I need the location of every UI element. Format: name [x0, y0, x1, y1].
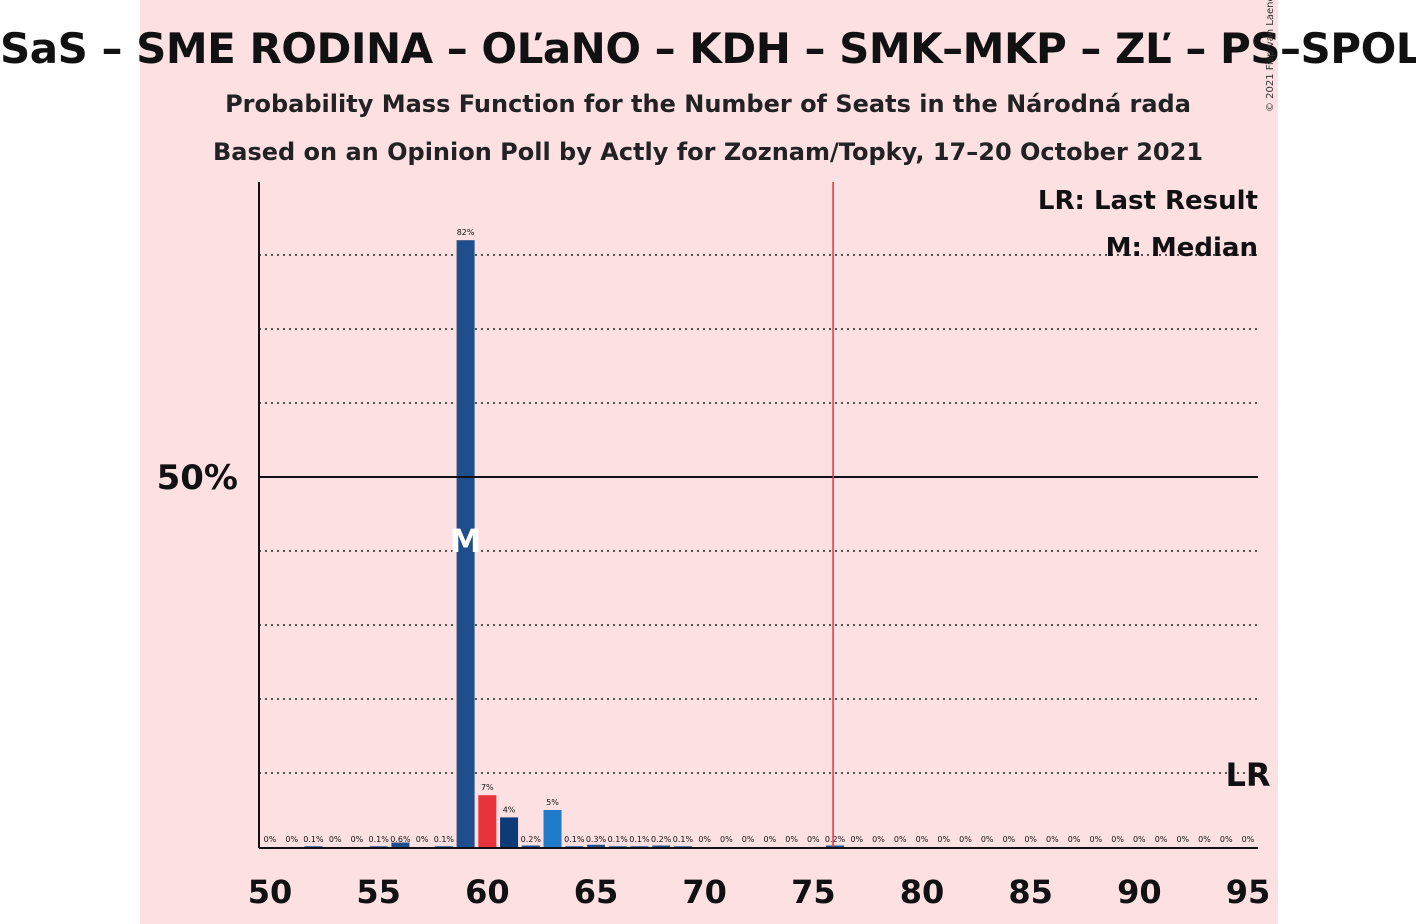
- copyright-notice: © 2021 Filip van Laenen: [1265, 0, 1276, 112]
- bar-seat-55: [369, 846, 388, 847]
- chart-title: SaS – SME RODINA – OĽaNO – KDH – SMK–MKP…: [0, 24, 1416, 73]
- bar-label-seat-62: 0.2%: [521, 835, 542, 844]
- bar-label-seat-68: 0.2%: [651, 835, 672, 844]
- bar-label-seat-70: 0%: [698, 835, 711, 844]
- y-tick-label-50: 50%: [157, 458, 238, 498]
- bar-seat-58: [434, 846, 453, 847]
- bar-label-seat-95: 0%: [1242, 835, 1255, 844]
- gridlines: [259, 254, 1258, 774]
- bar-labels: 0% 0% 0.1% 0% 0% 0.1% 0.6% 0% 0.1%82%7%4%0.2%5%0…: [264, 228, 1255, 844]
- x-tick-label-80: 80: [900, 873, 945, 911]
- bar-seat-56: [391, 842, 410, 847]
- bar-label-seat-71: 0%: [720, 835, 733, 844]
- bar-label-seat-63: 5%: [546, 798, 559, 807]
- x-tick-label-55: 55: [356, 873, 401, 911]
- bar-seat-67: [630, 846, 649, 847]
- x-tick-label-65: 65: [574, 873, 619, 911]
- bar-label-seat-55: 0.1%: [369, 835, 390, 844]
- bar-label-seat-56: 0.6%: [390, 835, 411, 844]
- bar-label-seat-74: 0%: [785, 835, 798, 844]
- bar-seat-62: [521, 845, 540, 847]
- x-tick-label-85: 85: [1008, 873, 1053, 911]
- median-marker: M: [450, 522, 482, 560]
- bar-label-seat-59: 82%: [457, 228, 475, 237]
- legend-median: M: Median: [1105, 233, 1258, 263]
- bar-label-seat-84: 0%: [1003, 835, 1016, 844]
- bar-label-seat-93: 0%: [1198, 835, 1211, 844]
- bar-label-seat-85: 0%: [1024, 835, 1037, 844]
- bar-label-seat-86: 0%: [1046, 835, 1059, 844]
- bar-seat-52: [304, 846, 323, 847]
- background-band: [140, 0, 1278, 924]
- axes: 50%: [157, 182, 1258, 849]
- bar-seat-68: [652, 845, 671, 847]
- bar-label-seat-52: 0.1%: [303, 835, 324, 844]
- bar-label-seat-88: 0%: [1090, 835, 1103, 844]
- bar-seat-64: [565, 846, 584, 847]
- bar-label-seat-53: 0%: [329, 835, 342, 844]
- bar-label-seat-69: 0.1%: [673, 835, 694, 844]
- chart-subtitle: Probability Mass Function for the Number…: [225, 90, 1191, 118]
- bar-label-seat-67: 0.1%: [629, 835, 650, 844]
- x-tick-label-95: 95: [1226, 873, 1271, 911]
- bar-label-seat-81: 0%: [937, 835, 950, 844]
- bar-label-seat-64: 0.1%: [564, 835, 585, 844]
- bar-label-seat-73: 0%: [764, 835, 777, 844]
- x-tick-label-70: 70: [682, 873, 727, 911]
- bar-label-seat-51: 0%: [285, 835, 298, 844]
- bar-label-seat-66: 0.1%: [608, 835, 629, 844]
- bar-label-seat-57: 0%: [416, 835, 429, 844]
- bar-label-seat-50: 0%: [264, 835, 277, 844]
- bar-label-seat-72: 0%: [742, 835, 755, 844]
- bar-seat-66: [608, 846, 627, 847]
- bar-label-seat-75: 0%: [807, 835, 820, 844]
- bar-seat-63: [543, 810, 562, 847]
- markers: M LR: [450, 182, 1271, 847]
- last-result-marker: LR: [1225, 756, 1270, 794]
- x-tick-labels: 50 55 60 65 70 75 80 85 90 95: [248, 873, 1271, 911]
- bar-label-seat-61: 4%: [503, 805, 516, 814]
- bar-label-seat-58: 0.1%: [434, 835, 455, 844]
- bar-label-seat-76: 0.2%: [825, 835, 846, 844]
- bar-label-seat-92: 0%: [1176, 835, 1189, 844]
- bar-seat-61: [500, 817, 519, 847]
- legend-last-result: LR: Last Result: [1037, 186, 1258, 216]
- bar-seat-59: [456, 240, 475, 847]
- bar-seat-65: [587, 844, 605, 847]
- bar-label-seat-54: 0%: [351, 835, 364, 844]
- bar-label-seat-60: 7%: [481, 783, 494, 792]
- bar-label-seat-91: 0%: [1155, 835, 1168, 844]
- bars: [304, 240, 845, 847]
- bar-label-seat-80: 0%: [916, 835, 929, 844]
- x-tick-label-60: 60: [465, 873, 510, 911]
- bar-label-seat-78: 0%: [872, 835, 885, 844]
- bar-label-seat-83: 0%: [981, 835, 994, 844]
- bar-seat-69: [673, 846, 692, 847]
- x-tick-label-90: 90: [1117, 873, 1162, 911]
- bar-label-seat-89: 0%: [1111, 835, 1124, 844]
- chart-source: Based on an Opinion Poll by Actly for Zo…: [212, 138, 1204, 166]
- bar-label-seat-90: 0%: [1133, 835, 1146, 844]
- bar-seat-60: [478, 795, 497, 847]
- bar-label-seat-65: 0.3%: [586, 835, 607, 844]
- bar-label-seat-87: 0%: [1068, 835, 1081, 844]
- x-tick-label-50: 50: [248, 873, 293, 911]
- bar-label-seat-94: 0%: [1220, 835, 1233, 844]
- x-tick-label-75: 75: [791, 873, 836, 911]
- bar-label-seat-77: 0%: [850, 835, 863, 844]
- bar-label-seat-79: 0%: [894, 835, 907, 844]
- bar-label-seat-82: 0%: [959, 835, 972, 844]
- bar-seat-76: [826, 845, 845, 847]
